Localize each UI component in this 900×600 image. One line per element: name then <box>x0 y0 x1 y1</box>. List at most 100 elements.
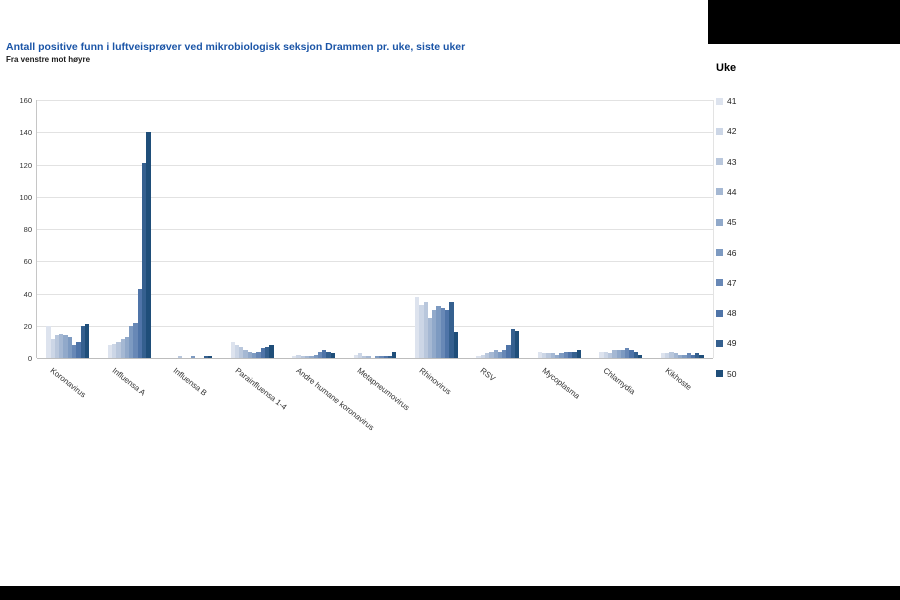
legend-item-week-41: 41 <box>716 96 736 106</box>
plot-area: Koronavirus Influensa A Influensa B Parainf… <box>36 100 714 432</box>
y-tick-label: 140 <box>19 128 32 138</box>
bar <box>427 317 433 358</box>
top-right-black-panel <box>708 0 900 44</box>
bar <box>326 351 331 358</box>
bar <box>116 341 121 358</box>
bar <box>537 351 543 358</box>
bar <box>142 162 147 358</box>
y-tick-label: 0 <box>27 354 32 363</box>
y-tick-label: 160 <box>19 96 32 105</box>
bar <box>374 356 380 358</box>
bar <box>493 349 498 358</box>
y-tick-label: 80 <box>23 225 32 234</box>
y-tick-label: 100 <box>19 192 32 202</box>
bar <box>67 337 73 358</box>
x-axis-label: RSV <box>478 366 498 384</box>
legend-label: 48 <box>727 308 737 319</box>
gridline <box>37 100 713 101</box>
bar-group-2 <box>98 100 159 358</box>
bar-group-6 <box>344 100 405 358</box>
bar <box>379 356 384 358</box>
legend-label: 49 <box>727 338 737 349</box>
bar <box>546 353 551 358</box>
bar <box>260 348 265 358</box>
bar <box>515 330 520 358</box>
bar-groups <box>37 100 713 358</box>
bar-group-5 <box>283 100 344 358</box>
chart-title: Antall positive funn i luftveisprøver ve… <box>6 41 466 53</box>
bar <box>436 306 441 358</box>
bar <box>313 354 318 358</box>
legend-item-week-43: 43 <box>716 157 736 167</box>
gridline <box>37 358 713 359</box>
bar <box>146 132 151 358</box>
bar <box>480 354 485 358</box>
bar-group-4 <box>221 100 282 358</box>
bar <box>54 335 60 358</box>
bar-group-11 <box>652 100 713 358</box>
y-tick-label: 60 <box>23 257 32 267</box>
bottom-black-bar <box>0 586 900 600</box>
bar <box>353 354 358 358</box>
bar <box>269 345 274 358</box>
bar <box>264 346 270 358</box>
bar <box>63 335 68 358</box>
legend-label: 45 <box>727 217 737 228</box>
bar <box>322 349 327 358</box>
bar-group-3 <box>160 100 221 358</box>
x-axis-label: Metapneumovirus <box>355 366 412 413</box>
legend-swatch <box>716 158 723 166</box>
x-axis-label: Chlamydia <box>601 366 638 397</box>
x-axis-labels: Koronavirus Influensa A Influensa B Parainf… <box>37 358 713 478</box>
bar <box>506 345 511 358</box>
bar <box>292 356 297 358</box>
bar-group-7 <box>406 100 467 358</box>
legend-title: Uke <box>716 62 737 74</box>
x-axis-label: Influensa B <box>171 366 209 398</box>
bar <box>686 353 691 358</box>
bar <box>84 324 90 358</box>
bar <box>567 351 573 358</box>
bar <box>563 351 568 358</box>
legend-item-week-49: 49 <box>716 338 736 348</box>
bar <box>46 325 51 358</box>
bar <box>616 349 621 358</box>
bar <box>330 353 336 358</box>
bar <box>559 353 564 358</box>
bar <box>304 356 310 358</box>
bar <box>76 341 81 358</box>
legend-item-week-46: 46 <box>716 248 736 258</box>
bar <box>510 328 516 358</box>
legend-items: 41 42 43 44 45 46 47 48 49 50 <box>716 96 776 396</box>
legend-label: 47 <box>727 277 737 288</box>
legend-swatch <box>716 218 723 226</box>
legend-swatch <box>716 339 723 347</box>
legend-swatch <box>716 127 723 135</box>
legend-label: 42 <box>727 126 737 137</box>
bar-group-10 <box>590 100 651 358</box>
bar <box>699 354 704 358</box>
y-tick-label: 120 <box>19 160 32 170</box>
legend-swatch <box>716 249 723 256</box>
bar <box>243 349 248 358</box>
bar <box>637 354 643 358</box>
legend-label: 46 <box>727 247 737 258</box>
legend-label: 43 <box>727 156 737 167</box>
bar <box>485 353 490 358</box>
bar <box>445 309 450 358</box>
bar <box>383 356 388 358</box>
bar <box>572 351 577 358</box>
bar <box>300 356 305 358</box>
bar <box>252 353 257 358</box>
bar <box>137 288 143 358</box>
bar <box>230 341 235 358</box>
bar <box>129 325 134 358</box>
legend-item-week-45: 45 <box>716 217 736 227</box>
bar <box>599 351 604 358</box>
legend-label: 44 <box>727 186 737 197</box>
x-axis-label: Koronavirus <box>48 366 88 400</box>
x-axis-label: Mycoplasma <box>540 366 582 401</box>
gridline <box>37 132 713 134</box>
bar <box>497 351 503 358</box>
bar <box>120 338 125 358</box>
